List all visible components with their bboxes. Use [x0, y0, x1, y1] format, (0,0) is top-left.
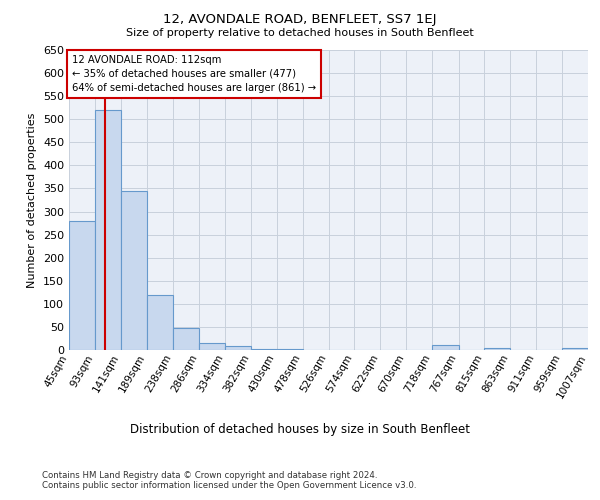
Text: Size of property relative to detached houses in South Benfleet: Size of property relative to detached ho… — [126, 28, 474, 38]
Bar — [432, 346, 458, 350]
Bar — [69, 221, 95, 350]
Y-axis label: Number of detached properties: Number of detached properties — [28, 112, 37, 288]
Text: 12 AVONDALE ROAD: 112sqm
← 35% of detached houses are smaller (477)
64% of semi-: 12 AVONDALE ROAD: 112sqm ← 35% of detach… — [71, 54, 316, 92]
Bar — [95, 110, 121, 350]
Bar — [199, 343, 225, 350]
Bar — [173, 328, 199, 350]
Bar — [484, 348, 511, 350]
Text: Contains HM Land Registry data © Crown copyright and database right 2024.
Contai: Contains HM Land Registry data © Crown c… — [42, 470, 416, 490]
Text: Distribution of detached houses by size in South Benfleet: Distribution of detached houses by size … — [130, 422, 470, 436]
Bar — [251, 349, 277, 350]
Bar — [121, 191, 146, 350]
Bar — [277, 349, 302, 350]
Bar — [225, 346, 251, 350]
Text: 12, AVONDALE ROAD, BENFLEET, SS7 1EJ: 12, AVONDALE ROAD, BENFLEET, SS7 1EJ — [163, 12, 437, 26]
Bar — [562, 348, 588, 350]
Bar — [146, 294, 173, 350]
